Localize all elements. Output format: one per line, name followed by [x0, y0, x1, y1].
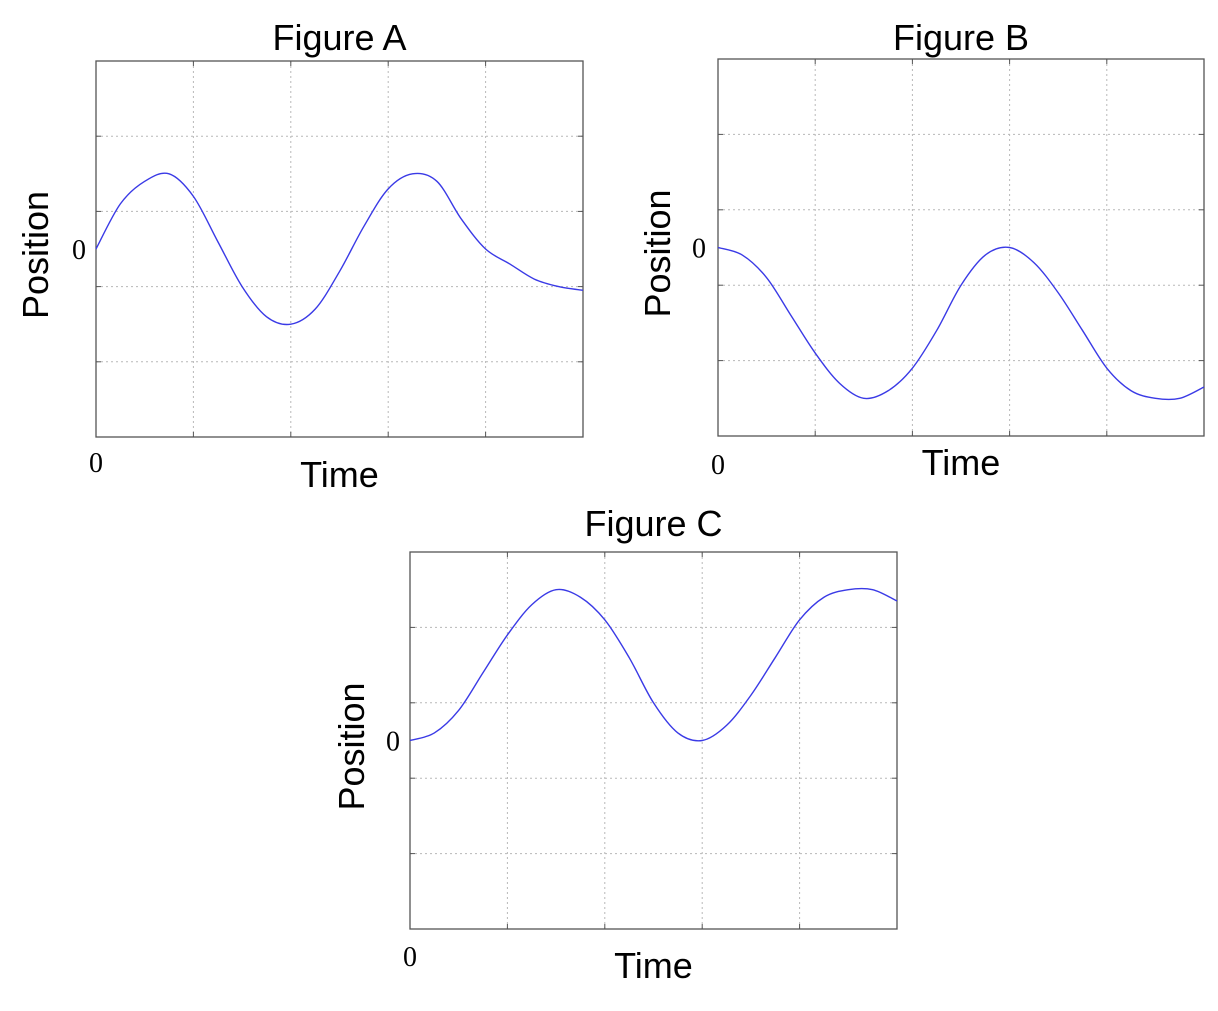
figure-c-xlabel: Time	[614, 945, 693, 986]
figure-b-position-curve	[717, 246, 1205, 401]
figure-b-xtick-label-zero: 0	[711, 450, 725, 481]
figure-a: Figure A Time Position 0 0	[15, 17, 584, 495]
figure-c-ytick-label-zero: 0	[386, 727, 400, 758]
figure-c-xtick-label-zero: 0	[403, 942, 417, 973]
figure-b-ytick-label-zero: 0	[692, 234, 706, 265]
figure-b: Figure B Time Position 0 0	[637, 17, 1205, 483]
figure-b-ylabel: Position	[637, 189, 678, 317]
figure-a-plot-frame	[95, 60, 584, 438]
figure-a-title: Figure A	[272, 17, 406, 58]
figure-c: Figure C Time Position 0 0	[331, 503, 898, 986]
figure-a-xlabel: Time	[300, 454, 379, 495]
figure-c-ylabel: Position	[331, 682, 372, 810]
figure-a-position-curve	[95, 172, 584, 326]
figure-a-ylabel: Position	[15, 191, 56, 319]
figure-a-ytick-label-zero: 0	[72, 235, 86, 266]
figure-c-title: Figure C	[584, 503, 722, 544]
figure-b-xlabel: Time	[922, 442, 1001, 483]
figure-c-plot-frame	[409, 551, 898, 930]
figure-a-xtick-label-zero: 0	[89, 448, 103, 479]
figure-c-position-curve	[409, 587, 898, 742]
figure-b-plot-frame	[717, 58, 1205, 437]
figure-b-title: Figure B	[893, 17, 1029, 58]
